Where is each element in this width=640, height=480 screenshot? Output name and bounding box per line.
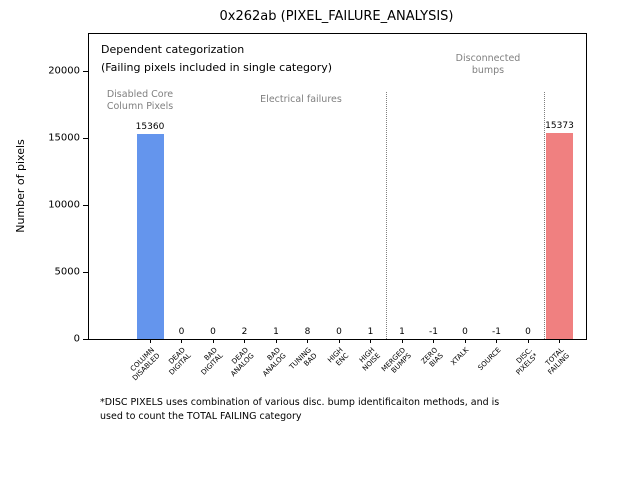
x-axis-tick <box>559 339 560 343</box>
x-axis-tick <box>464 339 466 343</box>
bar-value-label: 1 <box>367 327 374 337</box>
y-axis-tick-label: 0 <box>73 333 80 345</box>
bar-value-label: 15373 <box>545 121 574 132</box>
annotation-disconnected-bumps: Disconnected bumps <box>455 53 521 76</box>
bar-value-label: -1 <box>492 327 501 337</box>
bar-value-label: 8 <box>304 326 311 337</box>
section-separator-line <box>386 92 388 339</box>
annotation-dependent-line1: Dependent categorization <box>101 43 245 56</box>
bar-value-label: 2 <box>241 326 248 337</box>
bar-value-label: 0 <box>525 327 531 337</box>
x-axis-tick-label: COLUMN DISABLED <box>128 346 162 383</box>
x-axis-tick-label: SOURCE <box>476 346 503 373</box>
bar-value-label: -1 <box>429 327 438 337</box>
x-axis-tick <box>275 339 277 343</box>
y-axis-tick <box>83 137 88 139</box>
bar-value-label: 0 <box>178 327 185 337</box>
bar-value-label: 1 <box>273 327 279 337</box>
y-axis-tick-label: 10000 <box>48 199 80 211</box>
x-axis-tick-label: TOTAL FAILING <box>543 346 572 377</box>
bar-13 <box>546 133 573 339</box>
x-axis-tick <box>527 339 529 343</box>
y-axis-tick-label: 5000 <box>54 266 80 278</box>
x-axis-tick <box>181 339 182 343</box>
y-axis-tick-label: 20000 <box>48 65 80 77</box>
bar-value-label: 0 <box>210 327 216 337</box>
x-axis-tick <box>496 339 497 343</box>
x-axis-tick <box>307 339 308 343</box>
annotation-dependent-line2: (Failing pixels included in single categ… <box>101 61 333 74</box>
footnote: *DISC PIXELS uses combination of various… <box>100 397 500 422</box>
annotation-electrical-failures: Electrical failures <box>260 94 342 105</box>
x-axis-tick <box>149 339 151 343</box>
x-axis-tick <box>212 339 214 343</box>
x-axis-tick-label: MERGED BUMPS <box>380 346 414 376</box>
bar-value-label: 15360 <box>135 121 165 132</box>
x-axis-tick-label: HIGH NOISE <box>357 346 383 373</box>
x-axis-tick-label: BAD ANALOG <box>261 346 288 379</box>
y-axis-tick <box>83 204 88 206</box>
annotation-dependent-categorization: Dependent categorization (Failing pixels… <box>101 41 332 77</box>
x-axis-tick <box>338 339 340 343</box>
x-axis-tick-label: DEAD ANALOG <box>229 346 257 379</box>
x-axis-tick-label: ZERO BIAS <box>419 346 446 369</box>
y-axis-tick <box>83 70 88 72</box>
chart-title: 0x262ab (PIXEL_FAILURE_ANALYSIS) <box>219 9 454 24</box>
bar-0 <box>136 133 164 339</box>
x-axis-tick <box>401 339 403 343</box>
section-separator-line <box>543 92 545 339</box>
bar-value-label: 1 <box>399 327 405 337</box>
x-axis-tick <box>244 339 245 343</box>
x-axis-tick-label: BAD DIGITAL <box>199 346 225 377</box>
x-axis-tick-label: DEAD DIGITAL <box>167 346 194 377</box>
x-axis-tick-label: TUNING BAD <box>288 346 320 372</box>
annotation-disabled-core-column-pixels: Disabled Core Column Pixels <box>106 89 174 112</box>
x-axis-tick-label: DISC. PIXELS* <box>514 346 540 377</box>
y-axis-tick-label: 15000 <box>48 132 80 144</box>
y-axis-label: Number of pixels <box>14 139 27 233</box>
x-axis-tick-label: HIGH ENC <box>326 346 351 368</box>
bar-value-label: 0 <box>336 327 342 337</box>
plot-area: Dependent categorization (Failing pixels… <box>48 33 587 383</box>
y-axis-tick <box>83 271 88 273</box>
x-axis-tick <box>433 339 434 343</box>
x-axis-tick <box>370 339 371 343</box>
y-axis-tick <box>83 338 88 340</box>
x-axis-tick-label: XTALK <box>449 346 471 367</box>
bar-value-label: 0 <box>462 327 468 337</box>
